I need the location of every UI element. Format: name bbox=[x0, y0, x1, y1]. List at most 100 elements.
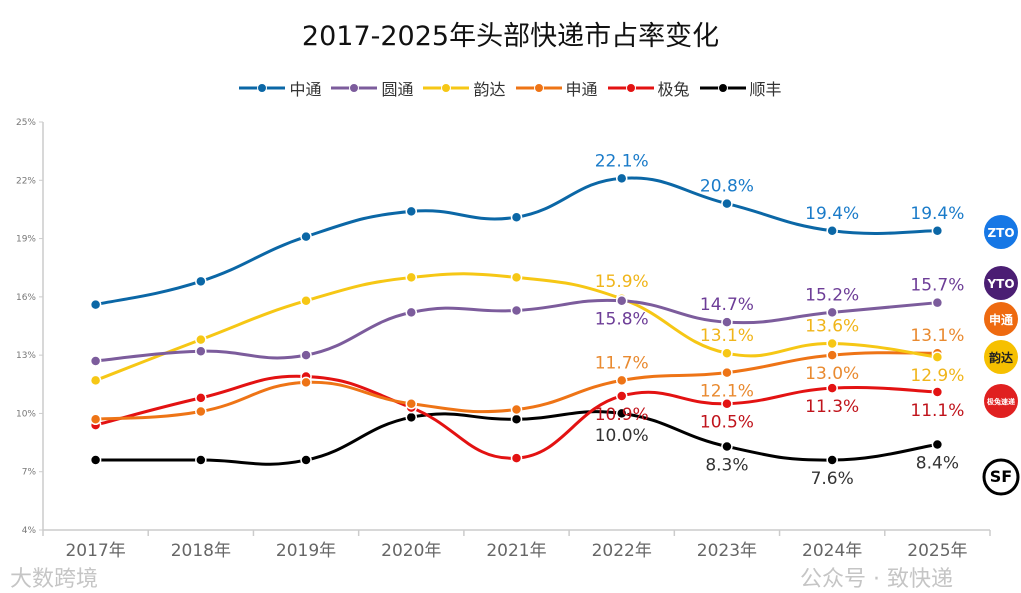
data-label: 7.6% bbox=[811, 469, 854, 489]
y-tick-label: 7% bbox=[22, 468, 37, 478]
data-point bbox=[195, 454, 207, 466]
data-point bbox=[615, 390, 628, 402]
watermark-left: 大数跨境 bbox=[10, 567, 99, 592]
data-point bbox=[721, 197, 733, 210]
legend-item[interactable]: 圆通 bbox=[331, 76, 413, 100]
data-label: 15.9% bbox=[595, 272, 649, 292]
y-tick-label: 13% bbox=[16, 351, 36, 361]
data-point bbox=[405, 306, 418, 319]
legend-label: 韵达 bbox=[473, 80, 506, 99]
legend-marker-icon bbox=[423, 83, 470, 93]
data-point bbox=[721, 440, 733, 453]
legend-marker-icon bbox=[239, 83, 286, 93]
logo-circle bbox=[984, 340, 1018, 374]
x-tick-label: 2023年 bbox=[697, 541, 757, 561]
legend-item[interactable]: 顺丰 bbox=[699, 76, 782, 100]
logo-zto-icon: ZTO bbox=[984, 215, 1018, 249]
x-tick-label: 2018年 bbox=[171, 541, 231, 561]
data-point bbox=[721, 347, 733, 359]
x-tick-label: 2024年 bbox=[802, 541, 862, 561]
logo-yto-icon: YTO bbox=[984, 266, 1018, 300]
data-point bbox=[826, 349, 838, 361]
x-tick-label: 2025年 bbox=[907, 541, 967, 561]
logo-circle bbox=[984, 266, 1018, 300]
data-point bbox=[89, 355, 102, 367]
x-tick-label: 2021年 bbox=[486, 541, 546, 561]
logo-circle bbox=[984, 302, 1018, 336]
logo-yunda-icon: 韵达 bbox=[984, 340, 1018, 374]
legend-item[interactable]: 韵达 bbox=[423, 76, 506, 100]
data-point bbox=[931, 296, 944, 309]
data-point bbox=[300, 230, 312, 243]
legend-label: 极兔 bbox=[657, 80, 690, 99]
data-point bbox=[300, 454, 312, 466]
data-label: 11.7% bbox=[595, 353, 649, 373]
data-point bbox=[405, 397, 418, 410]
logo-text: 申通 bbox=[989, 312, 1013, 327]
data-point bbox=[89, 413, 102, 426]
data-label: 11.3% bbox=[805, 397, 859, 417]
logo-sf-icon: SF bbox=[982, 458, 1020, 496]
legend-label: 申通 bbox=[565, 80, 598, 99]
legend-marker-icon bbox=[331, 83, 378, 93]
data-label: 19.4% bbox=[805, 204, 859, 224]
y-tick-label: 4% bbox=[22, 526, 37, 536]
legend-label: 圆通 bbox=[381, 80, 414, 99]
data-point bbox=[615, 172, 628, 185]
data-label: 10.5% bbox=[700, 413, 754, 433]
data-point bbox=[615, 374, 628, 387]
data-label: 15.2% bbox=[805, 285, 859, 305]
logo-text: 极兔速递 bbox=[987, 397, 1016, 406]
chart-title: 2017-2025年头部快递市占率变化 bbox=[301, 21, 720, 52]
data-label: 11.1% bbox=[910, 401, 964, 421]
data-point bbox=[195, 333, 207, 346]
data-label: 20.8% bbox=[700, 177, 754, 197]
data-label: 13.6% bbox=[805, 316, 859, 336]
data-label: 15.8% bbox=[595, 310, 649, 330]
data-point bbox=[615, 407, 628, 420]
legend-marker-icon bbox=[607, 83, 654, 93]
data-point bbox=[826, 382, 838, 394]
y-tick-label: 22% bbox=[16, 176, 36, 186]
legend-item[interactable]: 申通 bbox=[515, 76, 598, 100]
legend-item[interactable]: 中通 bbox=[239, 76, 321, 100]
data-label: 12.1% bbox=[700, 382, 754, 402]
data-point bbox=[721, 366, 733, 379]
data-point bbox=[826, 454, 838, 466]
legend-label: 顺丰 bbox=[749, 80, 782, 99]
x-tick-label: 2019年 bbox=[276, 541, 336, 561]
logo-text: ZTO bbox=[987, 226, 1014, 240]
logo-circle bbox=[984, 384, 1018, 418]
data-point bbox=[405, 411, 418, 424]
data-point bbox=[89, 374, 102, 387]
x-tick-label: 2022年 bbox=[592, 541, 652, 561]
legend-marker-icon bbox=[699, 83, 746, 93]
data-point bbox=[510, 452, 523, 464]
data-point bbox=[510, 413, 523, 426]
logo-circle bbox=[984, 215, 1018, 249]
data-point bbox=[510, 211, 523, 223]
legend-item[interactable]: 极兔 bbox=[607, 76, 690, 100]
data-point bbox=[510, 271, 523, 284]
data-point bbox=[510, 304, 523, 317]
legend-marker-icon bbox=[515, 83, 562, 93]
data-point bbox=[510, 403, 523, 416]
data-point bbox=[931, 225, 944, 237]
data-point bbox=[826, 225, 838, 237]
logo-text: SF bbox=[990, 467, 1012, 486]
data-label: 13.1% bbox=[700, 326, 754, 346]
x-tick-label: 2017年 bbox=[65, 541, 125, 561]
x-tick-label: 2020年 bbox=[381, 541, 441, 561]
legend-label: 中通 bbox=[289, 80, 322, 99]
data-point bbox=[826, 337, 838, 350]
data-label: 8.4% bbox=[916, 454, 959, 474]
data-label: 13.0% bbox=[805, 364, 859, 384]
y-tick-label: 25% bbox=[16, 118, 36, 128]
data-label: 19.4% bbox=[910, 204, 964, 224]
y-tick-label: 19% bbox=[16, 235, 36, 245]
data-label: 8.3% bbox=[705, 455, 748, 475]
logo-text: 韵达 bbox=[989, 350, 1013, 365]
data-point bbox=[721, 316, 733, 328]
data-label: 12.9% bbox=[910, 366, 964, 386]
data-point bbox=[300, 349, 312, 361]
